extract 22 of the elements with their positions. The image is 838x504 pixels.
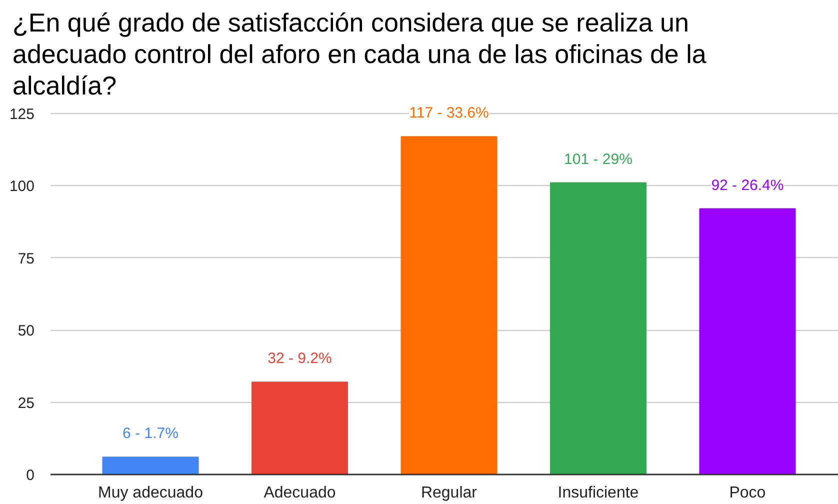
x-tick-label: Adecuado — [264, 484, 336, 502]
y-tick-label: 25 — [18, 394, 35, 412]
x-tick-label: Insuficiente — [558, 484, 639, 502]
bar — [550, 182, 646, 474]
y-tick-label: 75 — [18, 250, 35, 268]
chart-title: ¿En qué grado de satisfacción considera que se realiza un adecuado control del aforo en cada una de las oficinas de la alcaldía? — [12, 8, 707, 100]
y-tick-label: 0 — [26, 467, 34, 484]
x-tick-label: Muy adecuado — [98, 484, 204, 502]
bar — [102, 456, 199, 474]
data-label: 101 - 29% — [564, 150, 632, 168]
data-label: 92 - 26.4% — [711, 176, 784, 194]
x-tick-label: Regular — [420, 484, 478, 502]
bar — [251, 382, 348, 474]
y-tick-label: 50 — [18, 322, 35, 340]
bar — [400, 136, 498, 474]
x-tick-label: Poco — [729, 484, 766, 502]
data-label: 6 - 1.7% — [122, 425, 178, 442]
data-label: 32 - 9.2% — [268, 350, 332, 368]
y-tick-label: 100 — [9, 178, 35, 196]
y-tick-label: 125 — [9, 106, 35, 123]
data-label: 117 - 33.6% — [409, 104, 489, 122]
bar — [699, 208, 796, 474]
